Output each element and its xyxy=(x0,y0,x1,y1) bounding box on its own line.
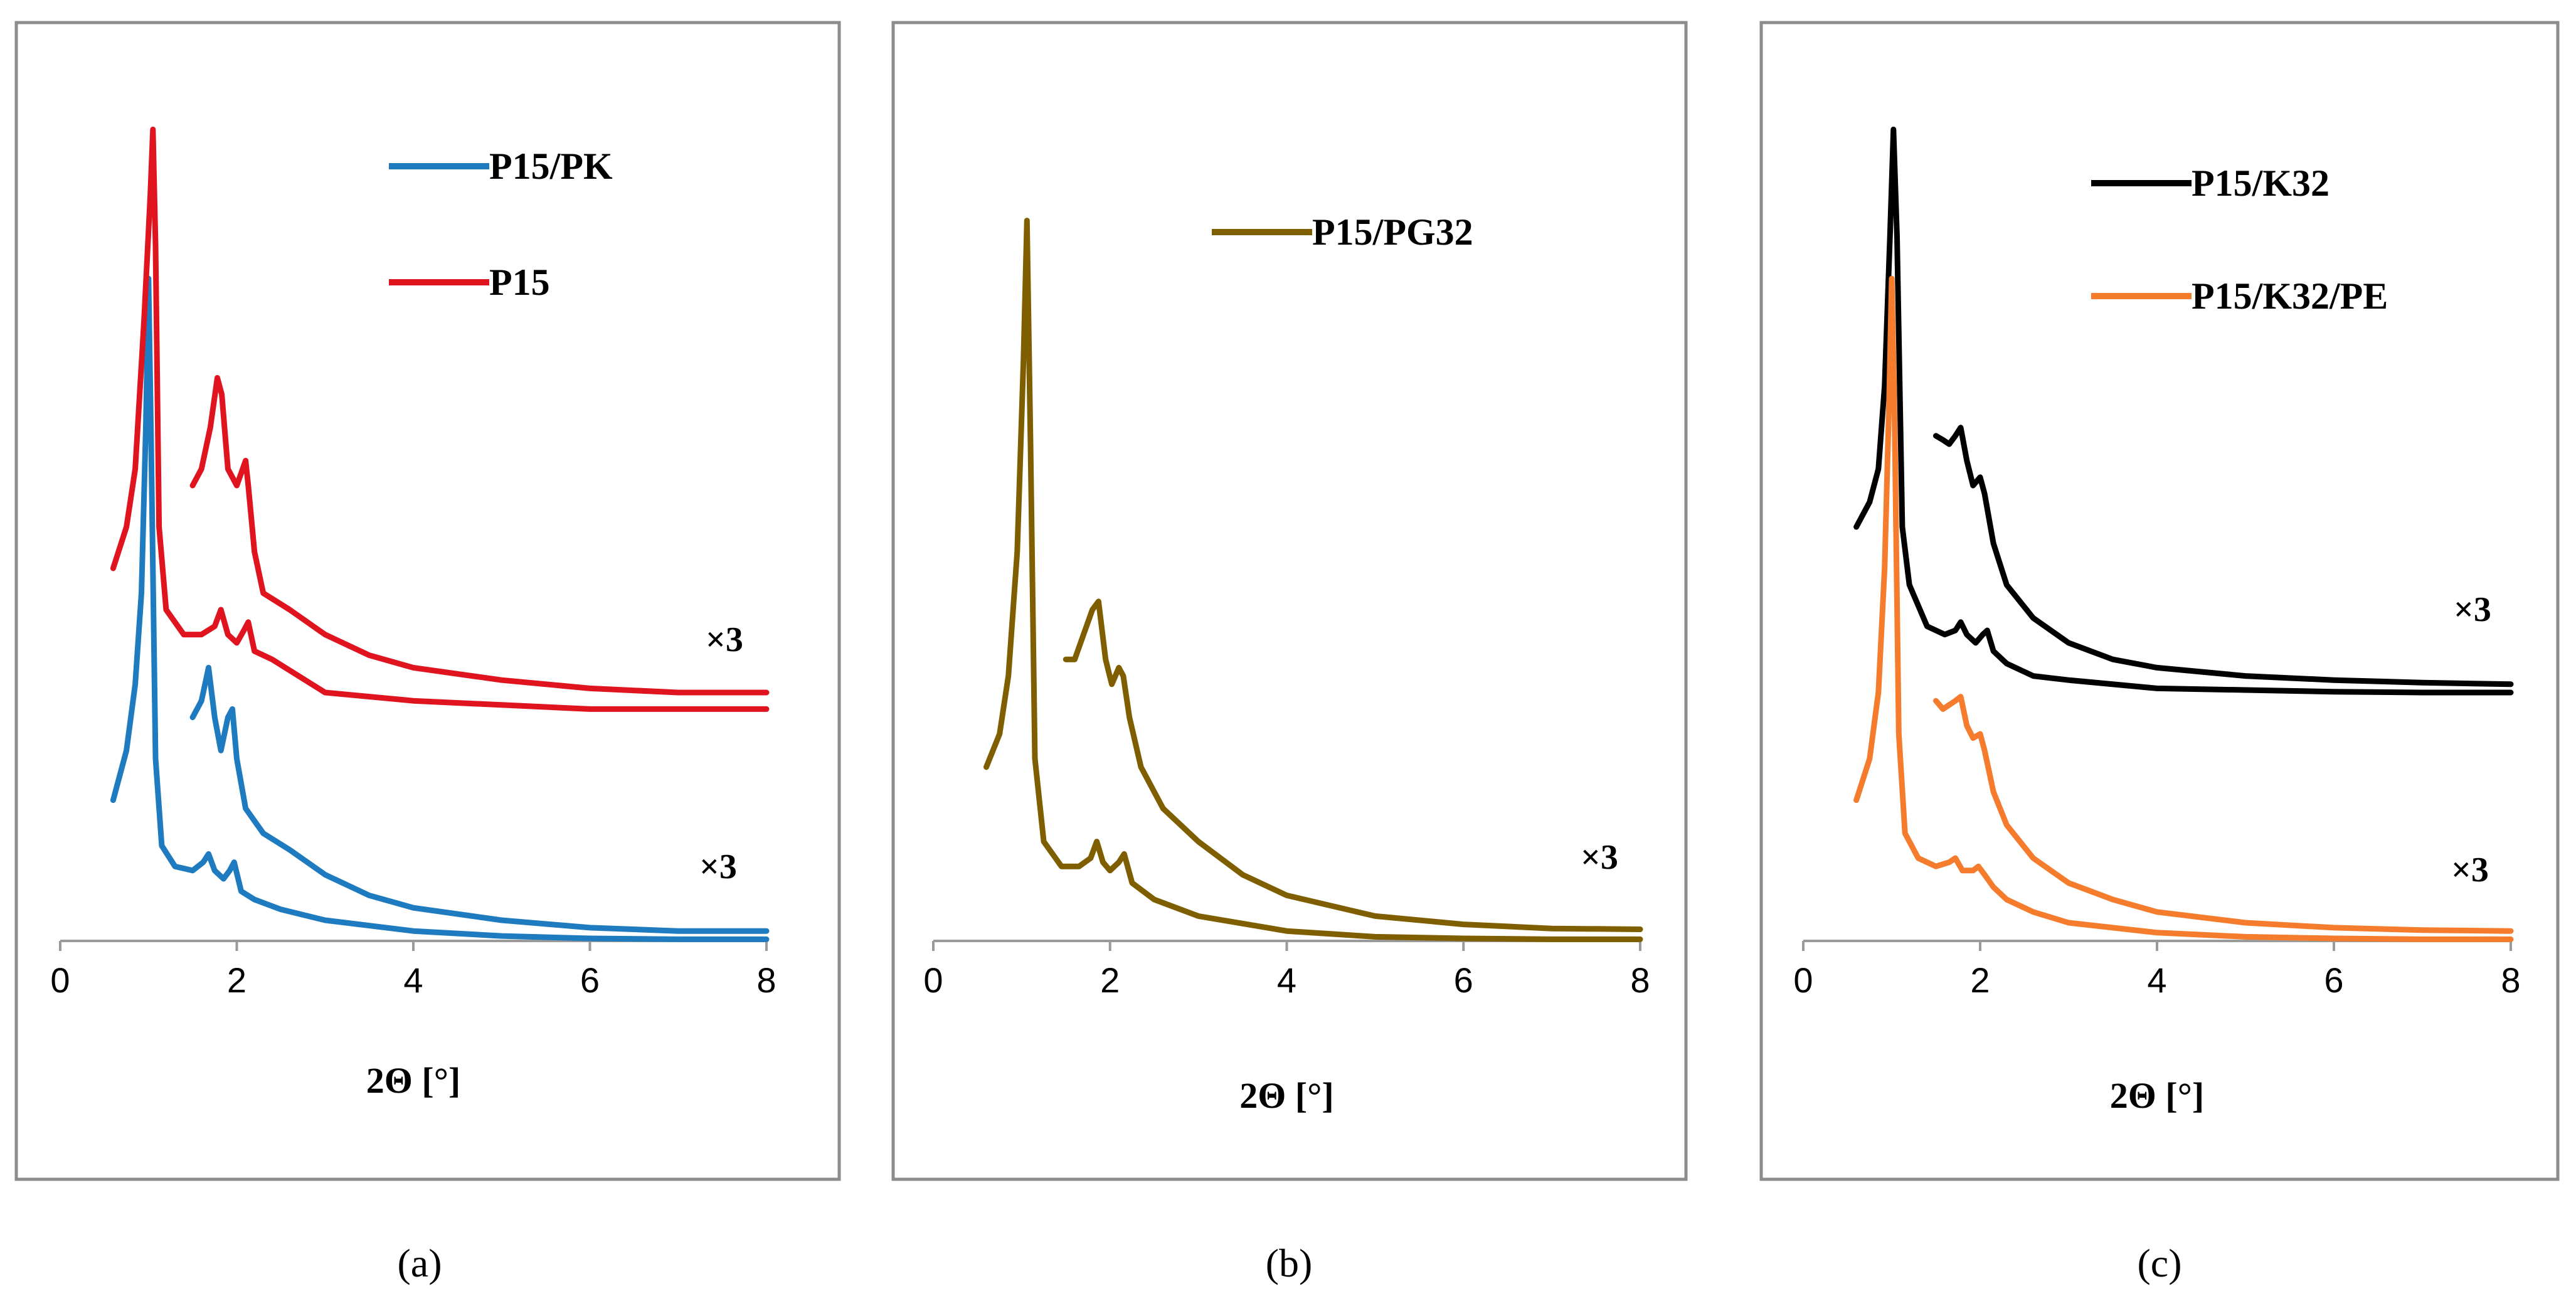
panel-c: 0 2 4 6 8 P15/K32 P15/K32/PE ×3 ×3 2Θ [°] (c) xyxy=(1759,21,2560,1285)
panel-c-x-tick-label: 4 xyxy=(2147,960,2166,1000)
panel-a: 0 2 4 6 8 P15/PK P15 ×3 ×3 2Θ [°] (a) xyxy=(14,21,841,1285)
panel-c-annotation: ×3 xyxy=(2451,851,2489,889)
panel-b-series-0 xyxy=(983,218,1643,942)
panel-b-x-tick-label: 8 xyxy=(1630,960,1650,1000)
panel-c-legend-label: P15/K32/PE xyxy=(2192,275,2388,317)
panel-a-series-2 xyxy=(110,126,770,712)
panel-c-x-tick-label: 8 xyxy=(2501,960,2520,1000)
panel-b-x-tick-label: 2 xyxy=(1100,960,1120,1000)
panel-c-series-2 xyxy=(1853,275,2514,942)
panel-b-series-1 xyxy=(1063,598,1643,932)
panel-a-x-axis-title: 2Θ [°] xyxy=(366,1060,460,1101)
panel-b-frame xyxy=(891,21,1688,1181)
panel-b-legend-label: P15/PG32 xyxy=(1312,211,1473,253)
panel-a-x-tick-label: 2 xyxy=(227,960,246,1000)
panel-c-annotation: ×3 xyxy=(2454,590,2491,629)
panel-c-x-tick-label: 2 xyxy=(1970,960,1990,1000)
panel-c-series-3 xyxy=(1933,694,2514,934)
panel-a-x-tick-label: 6 xyxy=(580,960,600,1000)
panel-a-series-3 xyxy=(189,374,770,696)
panel-a-legend-label: P15 xyxy=(489,262,550,303)
panel-b-x-tick-label: 4 xyxy=(1277,960,1296,1000)
panel-c-x-tick-label: 0 xyxy=(1793,960,1813,1000)
panel-c-legend-label: P15/K32 xyxy=(2192,162,2330,204)
panel-a-x-tick-label: 8 xyxy=(756,960,776,1000)
panel-b-caption: (b) xyxy=(1266,1241,1313,1285)
panel-c-x-axis-title: 2Θ [°] xyxy=(2110,1075,2204,1116)
panel-a-x-tick-label: 4 xyxy=(403,960,423,1000)
panel-a-x-tick-label: 0 xyxy=(50,960,70,1000)
panel-b-x-axis-title: 2Θ [°] xyxy=(1239,1075,1333,1116)
panel-a-series-0 xyxy=(110,275,770,942)
panel-c-series-1 xyxy=(1933,425,2514,688)
panel-b: 0 2 4 6 8 P15/PG32 ×3 2Θ [°] (b) xyxy=(891,21,1688,1285)
panel-c-caption: (c) xyxy=(2137,1241,2181,1285)
panel-b-x-tick-label: 6 xyxy=(1454,960,1473,1000)
panel-a-caption: (a) xyxy=(397,1241,442,1285)
panel-b-x-tick-label: 0 xyxy=(923,960,943,1000)
panel-a-series-1 xyxy=(189,664,770,934)
panel-a-annotation: ×3 xyxy=(699,847,737,886)
panel-c-series-0 xyxy=(1853,126,2514,696)
panel-c-x-tick-label: 6 xyxy=(2324,960,2343,1000)
panel-a-legend-label: P15/PK xyxy=(489,146,613,187)
panel-b-annotation: ×3 xyxy=(1581,838,1618,877)
panel-a-annotation: ×3 xyxy=(706,620,743,659)
